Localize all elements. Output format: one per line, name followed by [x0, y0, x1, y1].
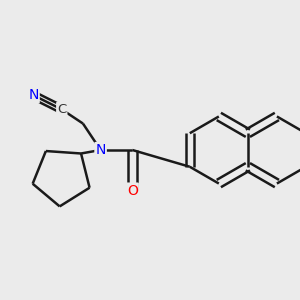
Text: N: N	[28, 88, 39, 102]
Text: O: O	[127, 184, 138, 198]
Text: N: N	[95, 143, 106, 157]
Text: C: C	[57, 103, 66, 116]
